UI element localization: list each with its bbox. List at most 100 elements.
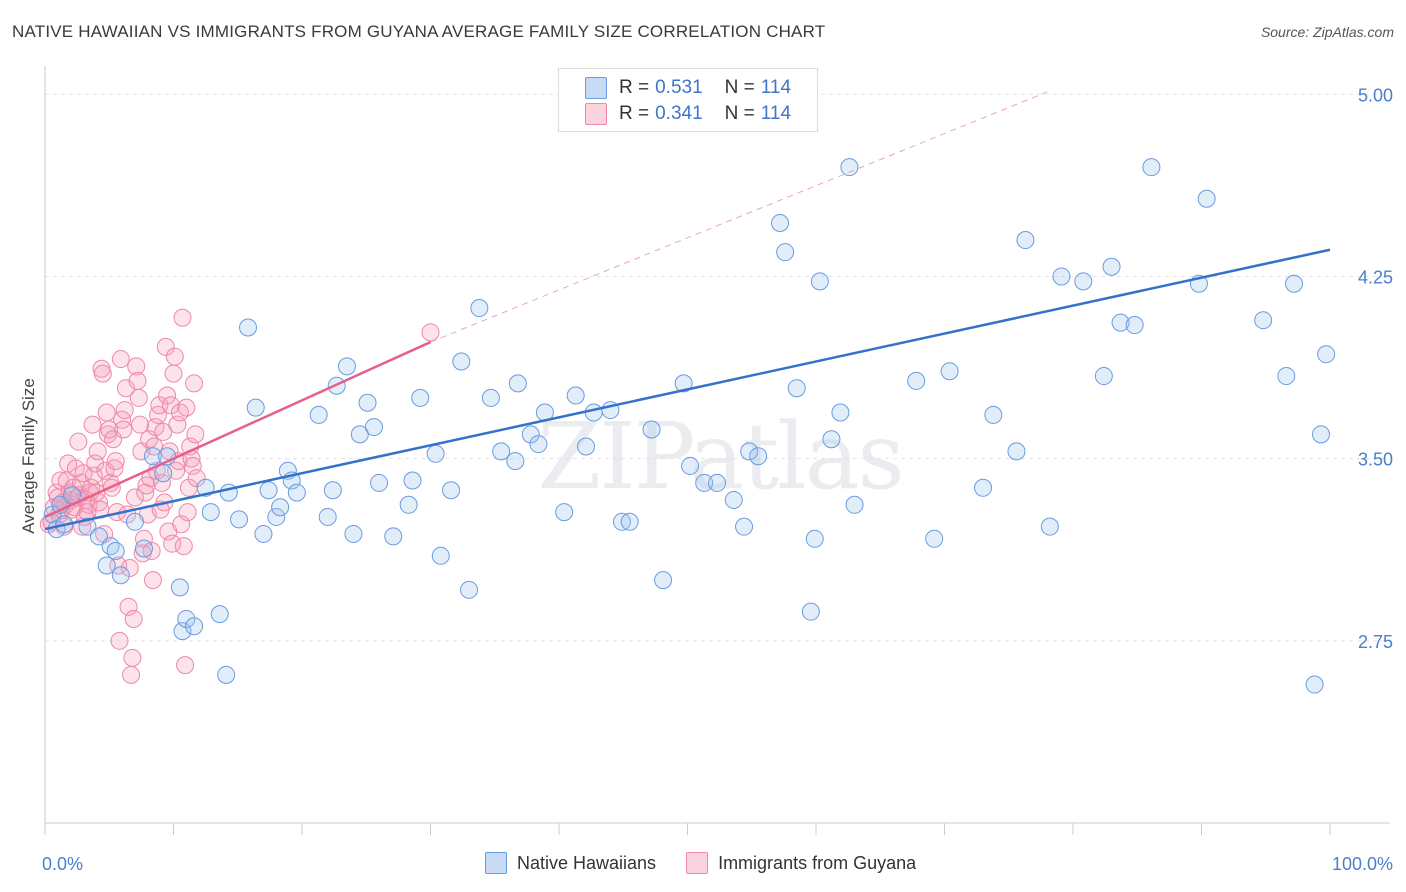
data-point-guyana	[185, 374, 204, 393]
data-point-guyana	[174, 537, 193, 556]
data-point-native-hawaiian	[217, 665, 236, 684]
data-point-native-hawaiian	[323, 481, 342, 500]
legend-r-label: R =	[619, 103, 650, 124]
data-point-native-hawaiian	[337, 357, 356, 376]
legend-r-value: 0.531	[655, 77, 703, 98]
bottom-legend: Native Hawaiians Immigrants from Guyana	[485, 852, 946, 874]
source-label: Source: ZipAtlas.com	[1260, 24, 1394, 40]
chart-title: NATIVE HAWAIIAN VS IMMIGRANTS FROM GUYAN…	[12, 22, 826, 41]
legend: R = 0.531 N = 114 R = 0.341 N = 114	[558, 68, 818, 132]
data-point-guyana	[149, 405, 168, 424]
data-point-native-hawaiian	[344, 524, 363, 543]
legend-n-value: 114	[760, 103, 792, 124]
data-point-native-hawaiian	[1317, 345, 1336, 364]
data-point-native-hawaiian	[612, 512, 631, 531]
data-point-native-hawaiian	[566, 386, 585, 405]
data-point-guyana	[127, 357, 146, 376]
bottom-legend-immigrants-from-guyana[interactable]: Immigrants from Guyana	[686, 852, 916, 874]
data-point-guyana	[105, 459, 124, 478]
data-point-native-hawaiian	[230, 510, 249, 529]
data-point-guyana	[88, 442, 107, 461]
data-point-guyana	[176, 656, 195, 675]
y-tick-label: 4.25	[1358, 267, 1393, 287]
data-point-guyana	[97, 403, 116, 422]
x-tick-label: 0.0%	[42, 854, 83, 874]
bottom-legend-native-hawaiians[interactable]: Native Hawaiians	[485, 852, 656, 874]
data-point-native-hawaiian	[426, 444, 445, 463]
data-point-native-hawaiian	[1074, 272, 1093, 291]
legend-row-immigrants-from-guyana: R = 0.341 N = 114	[585, 102, 791, 126]
data-point-native-hawaiian	[776, 243, 795, 262]
y-axis-label: Average Family Size	[19, 378, 38, 534]
bottom-legend-swatch-pink	[686, 852, 709, 874]
legend-row-native-hawaiians: R = 0.531 N = 114	[585, 76, 791, 100]
trend-line-native-hawaiians	[44, 248, 1331, 531]
x-tick-label: 100.0%	[1332, 854, 1393, 874]
data-point-native-hawaiian	[97, 556, 116, 575]
data-point-native-hawaiian	[940, 362, 959, 381]
data-point-guyana	[156, 337, 175, 356]
data-point-guyana	[89, 493, 108, 512]
data-point-guyana	[83, 415, 102, 434]
data-point-native-hawaiian	[267, 507, 286, 526]
data-point-native-hawaiian	[735, 517, 754, 536]
data-point-native-hawaiian	[1040, 517, 1059, 536]
data-point-native-hawaiian	[101, 537, 120, 556]
data-point-native-hawaiian	[1102, 257, 1121, 276]
data-point-guyana	[93, 364, 112, 383]
data-point-guyana	[186, 425, 205, 444]
data-point-native-hawaiian	[529, 435, 548, 454]
data-point-native-hawaiian	[185, 617, 204, 636]
data-point-guyana	[110, 631, 129, 650]
data-point-guyana	[115, 401, 134, 420]
data-point-native-hawaiian	[1254, 311, 1273, 330]
data-point-guyana	[152, 473, 171, 492]
data-point-native-hawaiian	[521, 425, 540, 444]
data-point-native-hawaiian	[831, 403, 850, 422]
data-point-native-hawaiian	[810, 272, 829, 291]
data-point-guyana	[187, 469, 206, 488]
data-point-guyana	[136, 483, 155, 502]
data-point-native-hawaiian	[1197, 189, 1216, 208]
data-point-native-hawaiian	[399, 495, 418, 514]
data-point-native-hawaiian	[125, 512, 144, 531]
data-point-guyana	[69, 432, 88, 451]
data-point-native-hawaiian	[724, 490, 743, 509]
data-point-native-hawaiian	[173, 622, 192, 641]
data-point-guyana	[122, 665, 141, 684]
data-point-native-hawaiian	[154, 464, 173, 483]
legend-swatch-pink	[585, 103, 607, 125]
data-point-native-hawaiian	[358, 393, 377, 412]
data-point-native-hawaiian	[1111, 313, 1130, 332]
data-point-native-hawaiian	[708, 473, 727, 492]
data-point-guyana	[158, 386, 177, 405]
y-tick-label: 5.00	[1358, 85, 1393, 105]
data-point-native-hawaiian	[1312, 425, 1331, 444]
data-point-native-hawaiian	[822, 430, 841, 449]
data-point-native-hawaiian	[984, 405, 1003, 424]
data-point-guyana	[163, 534, 182, 553]
data-point-guyana	[165, 347, 184, 366]
data-point-native-hawaiian	[681, 456, 700, 475]
data-point-guyana	[125, 488, 144, 507]
data-point-guyana	[161, 396, 180, 415]
data-point-native-hawaiian	[584, 403, 603, 422]
data-point-native-hawaiian	[1285, 274, 1304, 293]
x-tick-labels: 0.0% 100.0%	[42, 854, 1393, 874]
legend-n-label: N =	[724, 77, 755, 98]
data-point-native-hawaiian	[350, 425, 369, 444]
data-point-native-hawaiian	[642, 420, 661, 439]
trend-lines	[44, 91, 1331, 531]
data-point-native-hawaiian	[907, 371, 926, 390]
data-point-native-hawaiian	[508, 374, 527, 393]
data-point-native-hawaiian	[460, 580, 479, 599]
data-point-native-hawaiian	[431, 546, 450, 565]
data-point-guyana	[173, 308, 192, 327]
y-tick-labels: 2.75 3.50 4.25 5.00	[1358, 85, 1393, 652]
y-tick-label: 2.75	[1358, 632, 1393, 652]
legend-n-label: N =	[724, 103, 755, 124]
data-point-guyana	[154, 422, 173, 441]
data-point-native-hawaiian	[452, 352, 471, 371]
data-point-native-hawaiian	[674, 374, 693, 393]
